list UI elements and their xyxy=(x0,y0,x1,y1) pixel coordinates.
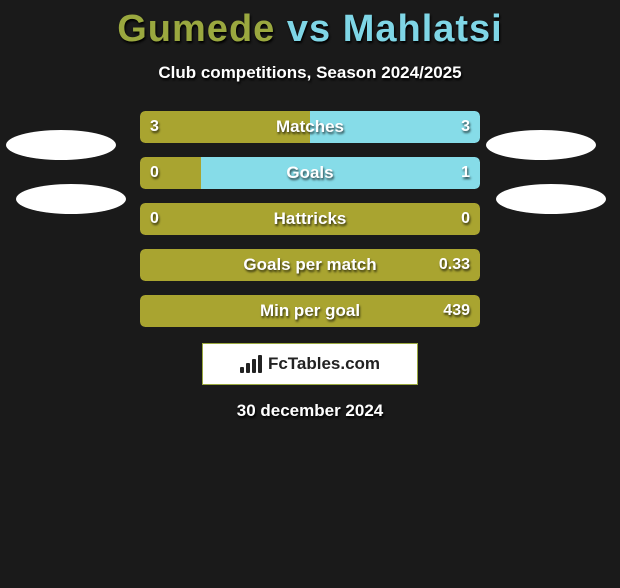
logo-bars-icon xyxy=(240,355,262,373)
bar-track xyxy=(140,157,480,189)
player-avatar xyxy=(496,184,606,214)
stat-value-right: 3 xyxy=(461,111,470,143)
stat-value-left: 0 xyxy=(150,157,159,189)
fctables-logo[interactable]: FcTables.com xyxy=(202,343,418,385)
bar-track xyxy=(140,203,480,235)
logo-text: FcTables.com xyxy=(268,354,380,374)
comparison-title: Gumede vs Mahlatsi xyxy=(0,8,620,51)
bar-track xyxy=(140,295,480,327)
stat-value-left: 0 xyxy=(150,203,159,235)
date-text: 30 december 2024 xyxy=(0,401,620,421)
bar-right xyxy=(310,111,480,143)
bar-left xyxy=(140,203,480,235)
bar-right xyxy=(201,157,480,189)
player1-name: Gumede xyxy=(117,8,275,50)
player2-name: Mahlatsi xyxy=(343,8,503,50)
player-avatar xyxy=(16,184,126,214)
stat-row: 439Min per goal xyxy=(0,295,620,327)
player-avatar xyxy=(486,130,596,160)
vs-text: vs xyxy=(287,8,331,50)
bar-left xyxy=(140,295,480,327)
subtitle: Club competitions, Season 2024/2025 xyxy=(0,63,620,83)
stat-value-right: 0 xyxy=(461,203,470,235)
bar-track xyxy=(140,249,480,281)
stat-value-left: 3 xyxy=(150,111,159,143)
bar-left xyxy=(140,111,310,143)
bar-track xyxy=(140,111,480,143)
bar-left xyxy=(140,249,480,281)
stat-value-right: 0.33 xyxy=(439,249,470,281)
player-avatar xyxy=(6,130,116,160)
stat-value-right: 439 xyxy=(443,295,470,327)
stat-value-right: 1 xyxy=(461,157,470,189)
stat-row: 01Goals xyxy=(0,157,620,189)
stat-row: 0.33Goals per match xyxy=(0,249,620,281)
